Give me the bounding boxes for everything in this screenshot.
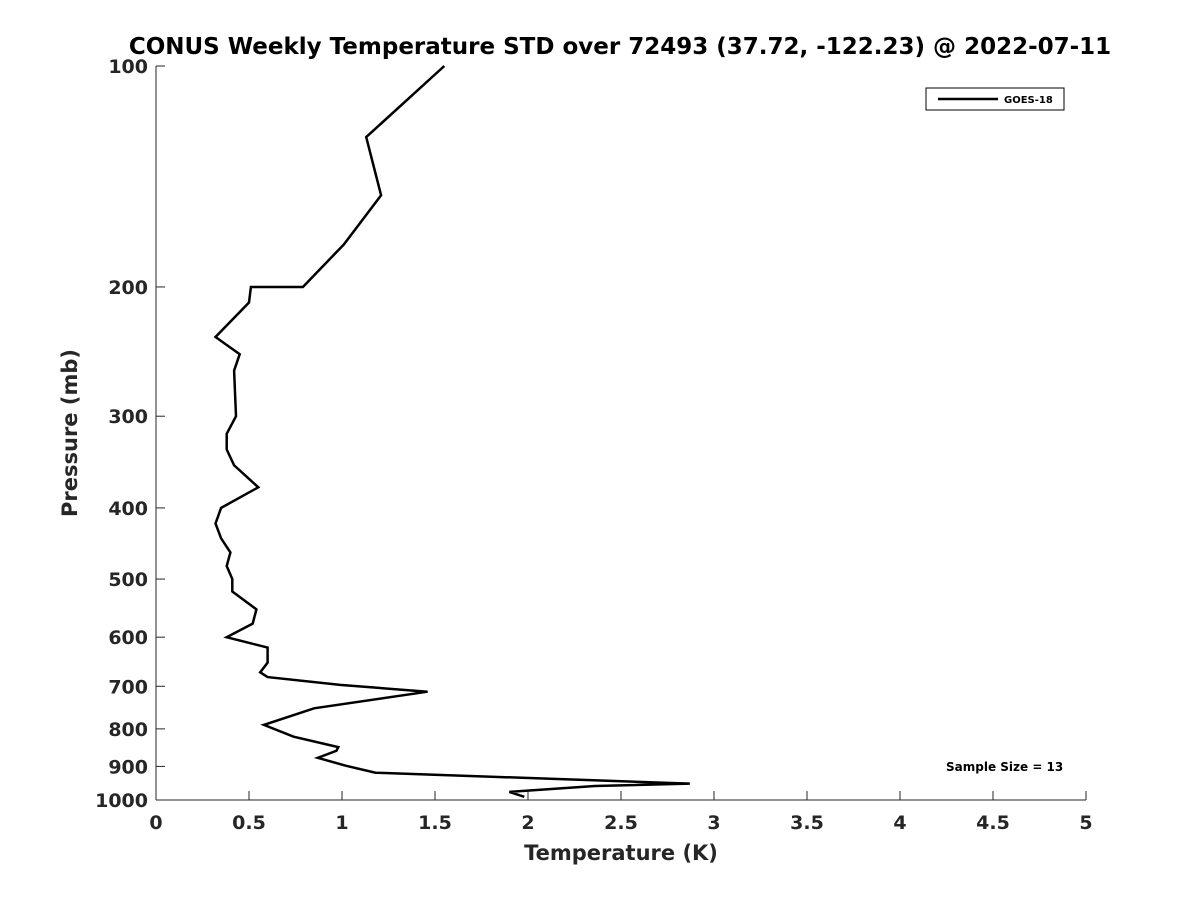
- y-tick-label: 1000: [95, 790, 148, 812]
- x-tick-label: 3: [707, 812, 720, 834]
- x-tick-label: 4.5: [976, 812, 1010, 834]
- x-tick-label: 5: [1079, 812, 1092, 834]
- x-tick-label: 1.5: [418, 812, 452, 834]
- sample-size-annotation: Sample Size = 13: [946, 760, 1063, 774]
- x-tick-label: 2.5: [604, 812, 638, 834]
- y-tick-label: 700: [108, 676, 148, 698]
- y-ticks: 100 200 300 400 500 600 700 800 900 1000: [95, 56, 165, 812]
- y-tick-label: 400: [108, 498, 148, 520]
- y-tick-label: 100: [108, 56, 148, 78]
- legend-label: GOES-18: [1004, 95, 1053, 106]
- x-ticks: 0 0.5 1 1.5 2 2.5 3 3.5 4 4.5 5: [149, 791, 1093, 834]
- series-line-goes-18: [213, 65, 690, 798]
- x-tick-label: 2: [521, 812, 534, 834]
- y-tick-label: 900: [108, 756, 148, 778]
- x-tick-label: 1: [335, 812, 348, 834]
- axes: [155, 66, 1086, 801]
- x-tick-label: 4: [893, 812, 906, 834]
- y-tick-label: 800: [108, 719, 148, 741]
- legend: GOES-18: [925, 87, 1065, 111]
- y-tick-label: 200: [108, 277, 148, 299]
- x-tick-label: 3.5: [790, 812, 824, 834]
- y-tick-label: 500: [108, 569, 148, 591]
- series-layer: [213, 65, 690, 798]
- x-tick-label: 0.5: [232, 812, 266, 834]
- y-tick-label: 600: [108, 627, 148, 649]
- y-tick-label: 300: [108, 406, 148, 428]
- x-tick-label: 0: [149, 812, 162, 834]
- x-axis-label: Temperature (K): [524, 841, 718, 865]
- chart-title: CONUS Weekly Temperature STD over 72493 …: [129, 34, 1111, 60]
- y-axis-label: Pressure (mb): [58, 349, 82, 517]
